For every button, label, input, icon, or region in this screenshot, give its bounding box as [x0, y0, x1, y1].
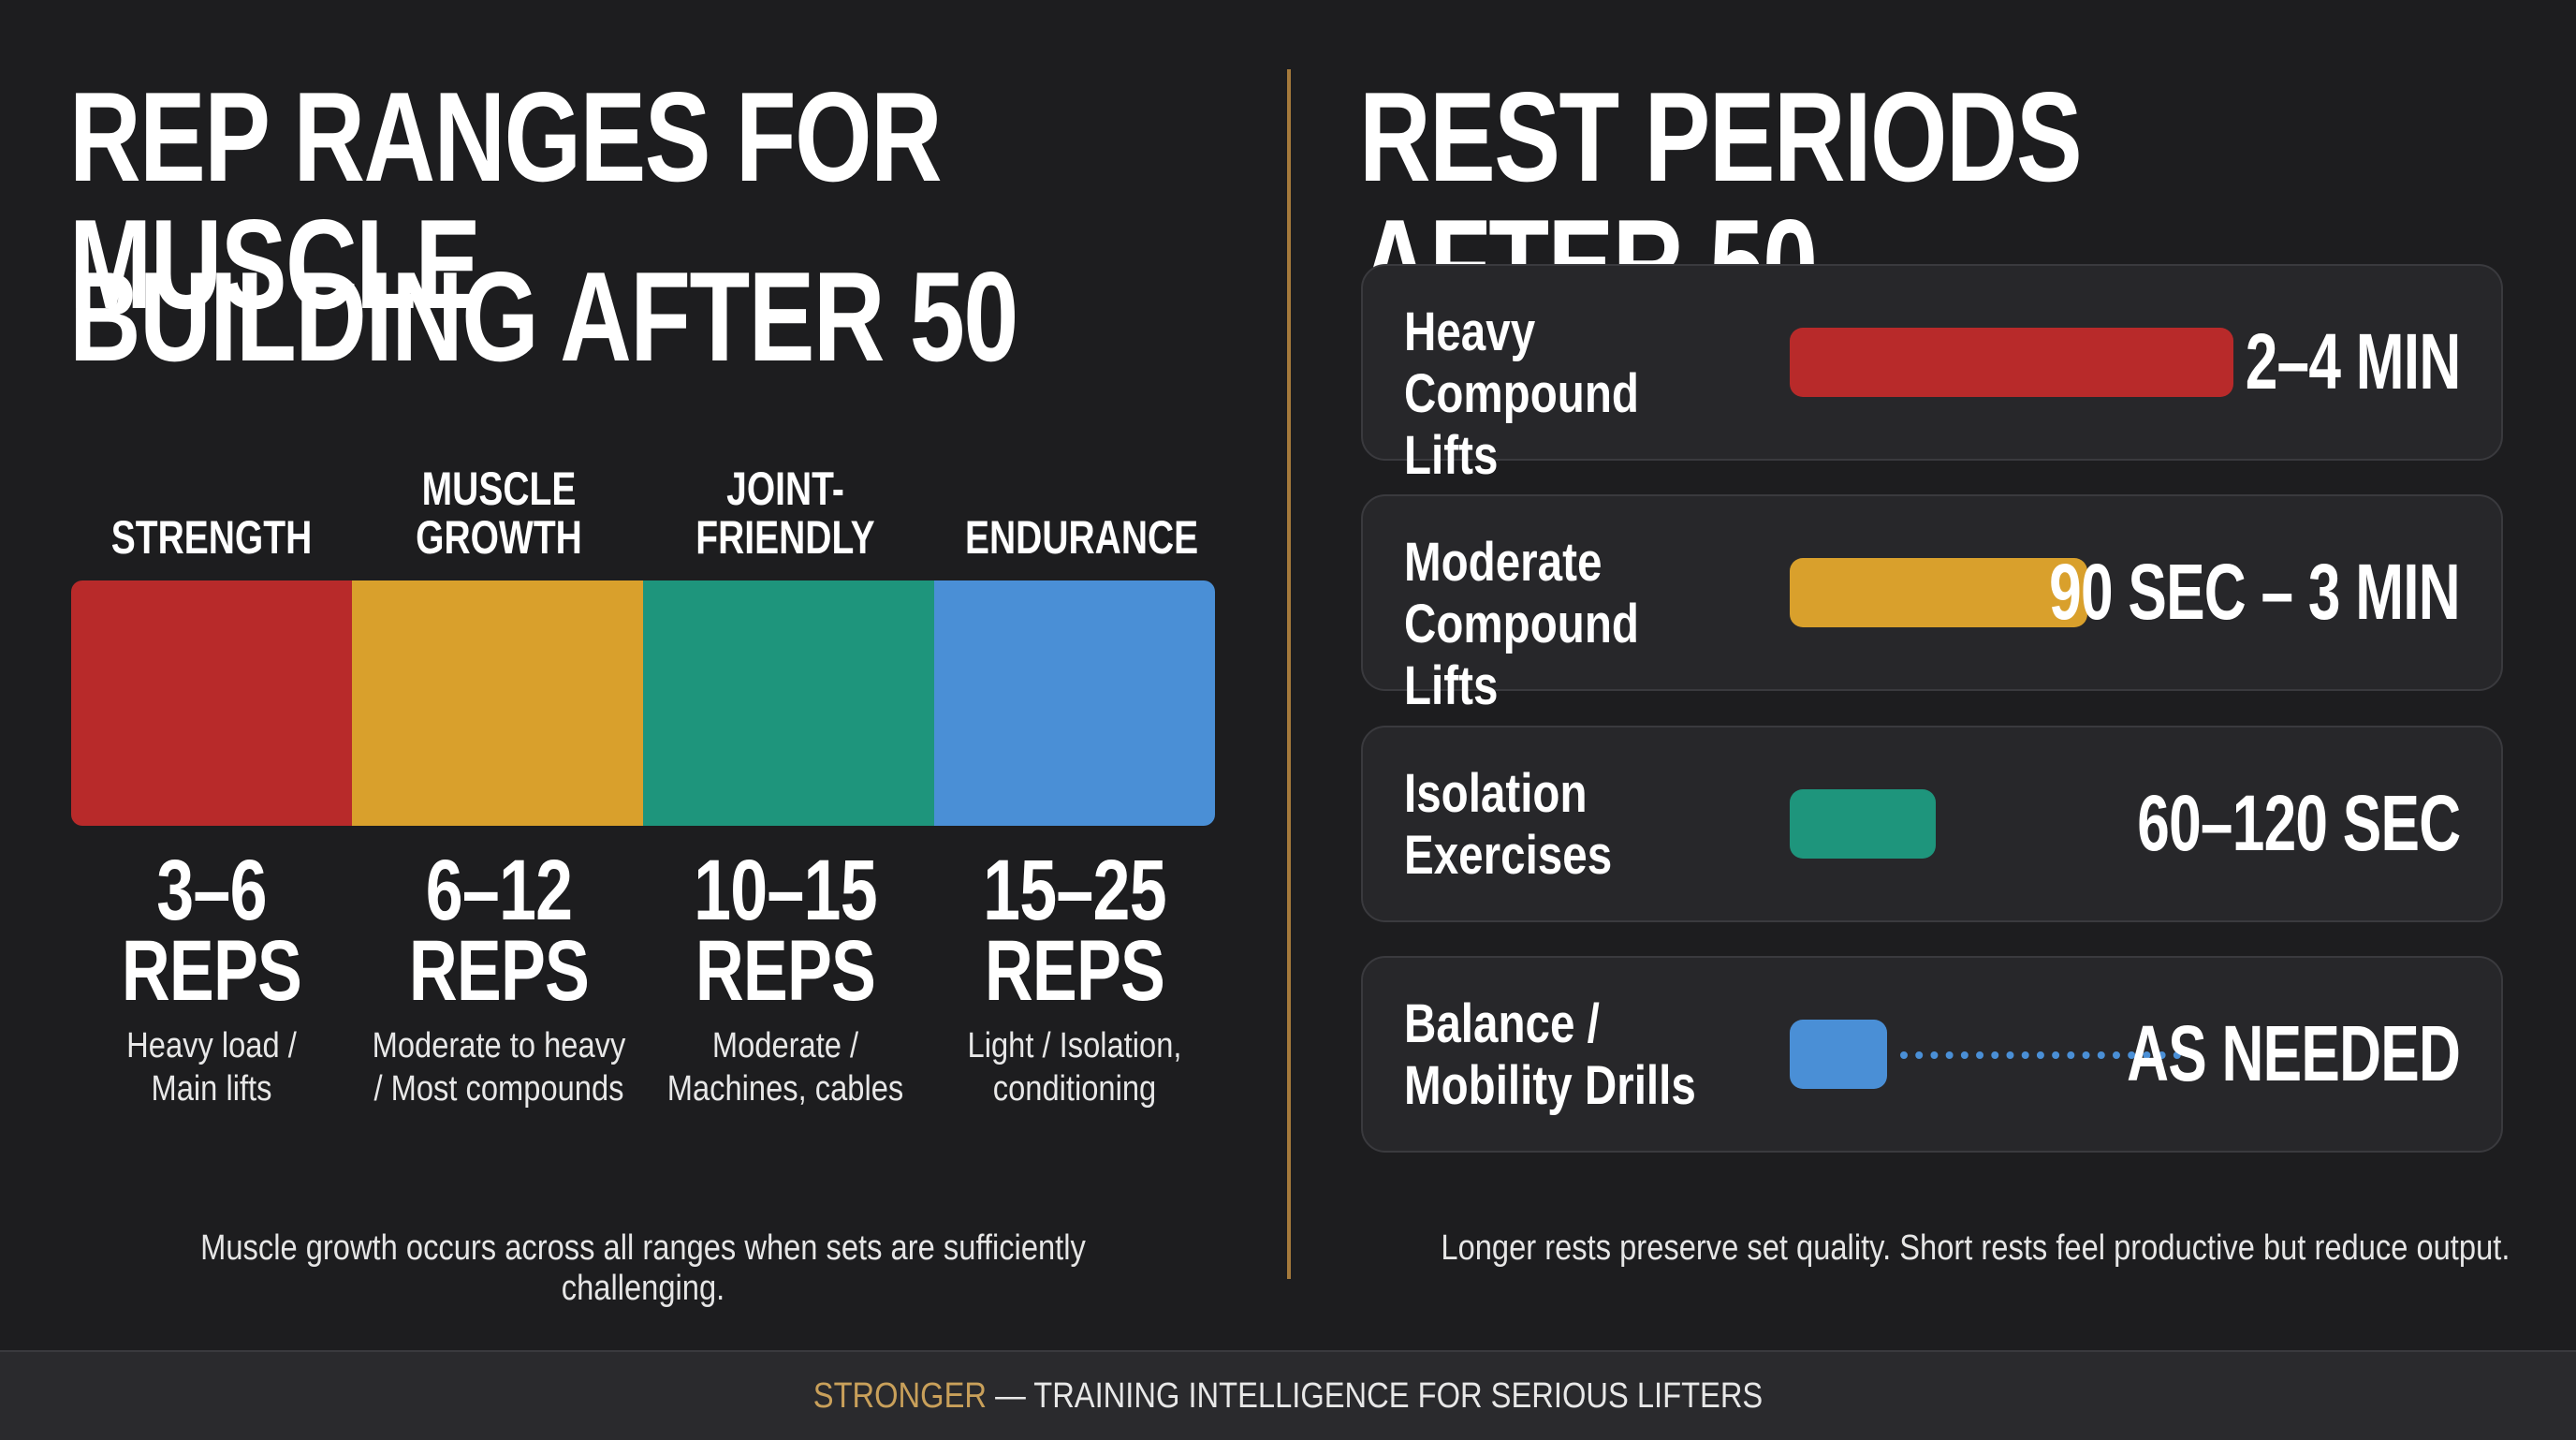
rep-column-endurance: 15–25 REPS Light / Isolation, conditioni…	[925, 843, 1224, 1110]
category-label-text: ENDURANCE	[965, 511, 1199, 564]
rest-duration-label: 2–4 MIN	[2245, 317, 2460, 405]
rep-column-muscle-growth: 6–12 REPS Moderate to heavy / Most compo…	[349, 843, 649, 1110]
rest-exercise-name-line: Isolation	[1404, 763, 1588, 824]
rep-column-joint-friendly: 10–15 REPS Moderate / Machines, cables	[636, 843, 935, 1110]
rest-duration-label: 90 SEC – 3 MIN	[2049, 548, 2461, 636]
footer: STRONGER — TRAINING INTELLIGENCE FOR SER…	[0, 1350, 2576, 1440]
rep-unit: REPS	[984, 923, 1165, 1019]
footer-text: STRONGER — TRAINING INTELLIGENCE FOR SER…	[181, 1376, 2396, 1417]
rep-ranges-title-line: BUILDING AFTER 50	[69, 245, 1018, 388]
rest-card-isolation: Isolation Exercises 60–120 SEC	[1361, 726, 2503, 922]
rest-exercise-name-line: Moderate	[1404, 532, 1603, 593]
rest-exercise-name-line: Mobility Drills	[1404, 1055, 1696, 1116]
rest-exercise-name-line: Compound Lifts	[1404, 363, 1639, 486]
rep-description-line: Main lifts	[151, 1069, 272, 1109]
category-label-text: JOINT-FRIENDLY	[695, 463, 875, 564]
category-label-text: STRENGTH	[110, 511, 313, 564]
category-label-text: GROWTH	[416, 511, 582, 564]
bar-segment-joint-friendly	[643, 580, 934, 826]
footer-brand: STRONGER	[812, 1376, 987, 1416]
rep-description-line: Heavy load /	[126, 1026, 297, 1065]
rest-duration-bar	[1790, 789, 1936, 859]
category-label-endurance: ENDURANCE	[965, 511, 1199, 564]
rep-count: 10–15	[694, 843, 877, 938]
rest-exercise-name-line: Heavy	[1404, 301, 1536, 362]
rest-duration-bar	[1790, 1020, 1887, 1089]
rest-dotted-line	[1900, 1051, 2181, 1059]
rep-description-line: Moderate to heavy	[372, 1026, 626, 1065]
rest-exercise-name-line: Compound Lifts	[1404, 594, 1639, 716]
rep-description: Moderate / Machines, cables	[656, 1024, 914, 1110]
rep-description-line: Moderate /	[711, 1026, 859, 1065]
rest-card-moderate-compound: Moderate Compound Lifts 90 SEC – 3 MIN	[1361, 494, 2503, 716]
rep-ranges-note: Muscle growth occurs across all ranges w…	[200, 1228, 1086, 1308]
rep-description: Heavy load / Main lifts	[82, 1024, 340, 1110]
category-labels: STRENGTH MUSCLE GROWTH JOINT-FRIENDLY EN…	[71, 449, 1215, 562]
rep-unit: REPS	[408, 923, 590, 1019]
rest-duration-label: AS NEEDED	[2126, 1009, 2461, 1097]
category-label-text: MUSCLE	[421, 463, 577, 515]
rest-duration-label: 60–120 SEC	[2136, 779, 2461, 867]
rep-unit: REPS	[121, 923, 302, 1019]
rest-duration-bar	[1790, 558, 2087, 627]
rep-count: 6–12	[425, 843, 573, 938]
rep-description-line: Machines, cables	[666, 1069, 904, 1109]
category-label-joint-friendly: JOINT-FRIENDLY	[676, 464, 895, 562]
bar-segment-strength	[71, 580, 352, 826]
rep-description: Moderate to heavy / Most compounds	[370, 1024, 627, 1110]
rep-description-line: conditioning	[992, 1069, 1157, 1109]
rest-exercise-name: Isolation Exercises	[1404, 763, 1726, 887]
rest-card-balance-mobility: Balance / Mobility Drills AS NEEDED	[1361, 956, 2503, 1153]
rep-ranges-title: REP RANGES FOR MUSCLE BUILDING AFTER 50	[69, 73, 1164, 433]
rest-exercise-name: Heavy Compound Lifts	[1404, 301, 1726, 487]
category-label-muscle-growth: MUSCLE GROWTH	[389, 464, 608, 562]
rep-unit: REPS	[695, 923, 876, 1019]
rep-description: Light / Isolation, conditioning	[945, 1024, 1203, 1110]
rest-periods-note: Longer rests preserve set quality. Short…	[1441, 1228, 2510, 1268]
panel-divider	[1287, 69, 1291, 1279]
footer-tagline: — TRAINING INTELLIGENCE FOR SERIOUS LIFT…	[986, 1376, 1764, 1416]
rep-count: 3–6	[156, 843, 267, 938]
rest-card-heavy-compound: Heavy Compound Lifts 2–4 MIN	[1361, 264, 2503, 486]
rest-exercise-name-line: Exercises	[1404, 825, 1613, 886]
rep-description-line: Light / Isolation,	[967, 1026, 1182, 1065]
bar-segment-muscle-growth	[352, 580, 643, 826]
bar-segment-endurance	[934, 580, 1215, 826]
rep-column-strength: 3–6 REPS Heavy load / Main lifts	[62, 843, 361, 1110]
rest-exercise-name: Balance / Mobility Drills	[1404, 993, 1726, 1117]
rep-count: 15–25	[983, 843, 1166, 938]
rep-values: 3–6 REPS Heavy load / Main lifts 6–12 RE…	[71, 843, 1215, 1122]
category-label-strength: STRENGTH	[102, 513, 321, 562]
rest-exercise-name: Moderate Compound Lifts	[1404, 532, 1726, 717]
rep-description-line: / Most compounds	[373, 1069, 624, 1109]
rep-ranges-title-line: REP RANGES FOR MUSCLE	[69, 66, 943, 335]
rep-range-bar	[71, 580, 1215, 826]
rest-duration-bar	[1790, 328, 2233, 397]
rest-exercise-name-line: Balance /	[1404, 993, 1600, 1054]
